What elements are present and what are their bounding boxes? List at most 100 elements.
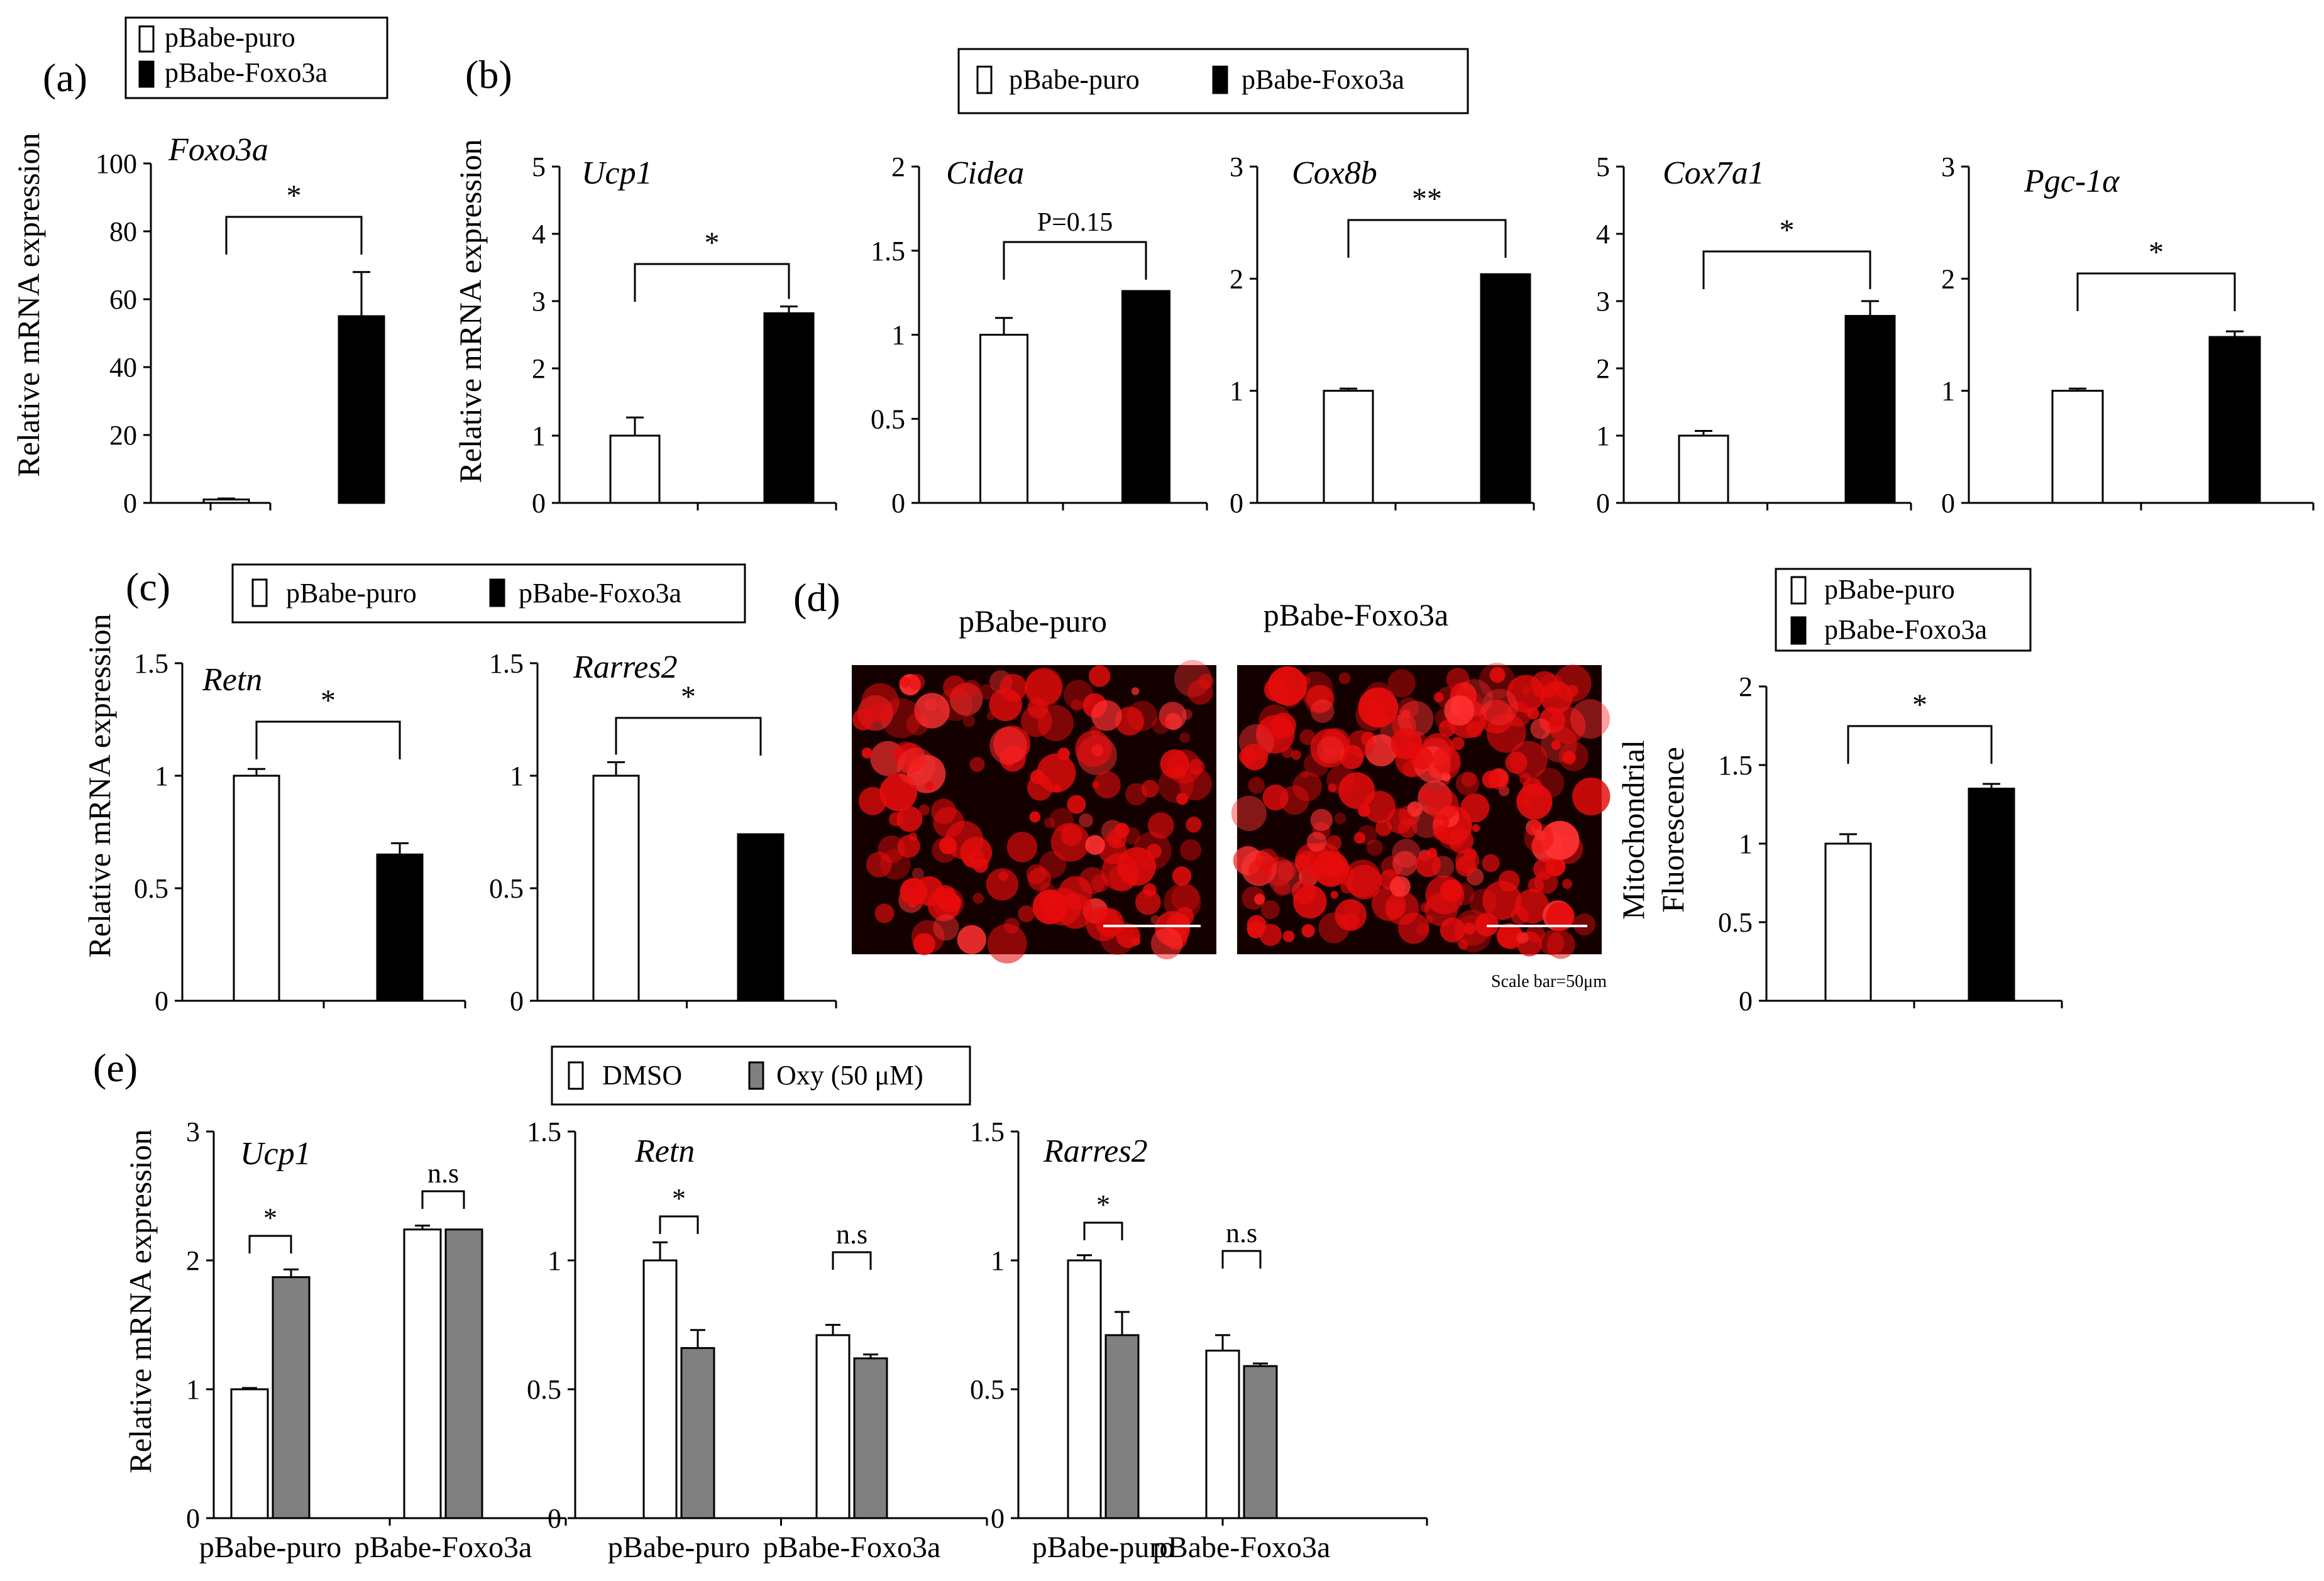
- micro-puro-cell-145: [879, 773, 918, 812]
- micro-foxo-cell-162: [1514, 889, 1550, 924]
- micro-foxo-cell-157: [1262, 785, 1289, 811]
- micro-foxo-cell-102: [1463, 922, 1476, 935]
- b-ucp1-y-tick-label-1: 1: [532, 421, 546, 451]
- micro-foxo-cell-189: [1306, 832, 1327, 852]
- micro-foxo-cell-237: [1433, 825, 1448, 840]
- micro-puro-cell-105: [972, 893, 984, 904]
- panel-label-e: (e): [93, 1045, 138, 1090]
- micro-foxo-cell-228: [1432, 746, 1461, 774]
- b-cox7a1-y-tick-label-4: 4: [1596, 219, 1610, 250]
- b-cox8b-y-tick-label-3: 3: [1230, 151, 1243, 182]
- micro-puro-cell-167: [931, 798, 957, 824]
- e-rarres2-sig-bracket-0: [1083, 1221, 1123, 1240]
- e-ucp1-sig-label-0: *: [263, 1203, 277, 1233]
- micro-foxo-cell-238: [1455, 856, 1477, 877]
- e-ucp1-title: Ucp1: [240, 1136, 311, 1172]
- micro-foxo-cell-124: [1407, 801, 1423, 817]
- e-ucp1-y-tick-label-0: 0: [186, 1503, 200, 1534]
- b-ucp1-sig-bracket-0: [634, 263, 790, 302]
- e-ucp1-sig-bracket-0: [248, 1235, 292, 1253]
- micro-foxo-cell-156: [1440, 917, 1465, 943]
- legend-a-swatch-foxo3a: [138, 60, 155, 88]
- b-cox8b-bar-1: [1480, 273, 1531, 504]
- micro-foxo-cell-32: [1260, 900, 1280, 920]
- b-cidea-sig-label-0: P=0.15: [1037, 208, 1113, 237]
- legend-c-label-puro: pBabe-puro: [286, 578, 417, 609]
- e-rarres2-sig-label-0: *: [1096, 1189, 1110, 1220]
- legend-d-label-foxo3a: pBabe-Foxo3a: [1824, 614, 1987, 645]
- legend-c-swatch-foxo3a: [489, 578, 505, 607]
- micro-foxo-cell-219: [1489, 667, 1506, 683]
- micro-foxo-cell-191: [1397, 697, 1419, 719]
- micro-puro-cell-141: [866, 851, 892, 878]
- e-retn-y-tick-label-3: 1.5: [527, 1116, 561, 1147]
- micro-foxo-cell-204: [1238, 747, 1257, 766]
- d-fluor-bar-1: [1968, 788, 2015, 1002]
- micro-foxo-cell-177: [1270, 712, 1296, 739]
- micro-foxo-cell-180: [1258, 704, 1291, 737]
- micro-foxo-cell-185: [1509, 741, 1548, 779]
- a-foxo3a-bar-0: [202, 499, 250, 504]
- micro-foxo-cell-114: [1460, 793, 1490, 823]
- micro-foxo-cell-175: [1264, 856, 1294, 886]
- micro-puro-cell-149: [861, 683, 900, 721]
- b-ucp1-sig-label-0: *: [705, 226, 720, 260]
- legend-b-swatch-foxo3a: [1212, 65, 1228, 94]
- micro-foxo-cell-217: [1358, 804, 1370, 817]
- e-rarres2-bar-0-0: [1067, 1259, 1102, 1519]
- micro-puro-cell-95: [1179, 768, 1212, 800]
- micro-puro-cell-147: [1038, 882, 1055, 899]
- b-cidea-y-tick-label-0: 0: [891, 488, 905, 519]
- e-rarres2-y-tick-label-1: 0.5: [970, 1374, 1005, 1405]
- micro-puro-cell-91: [899, 676, 910, 688]
- micro-puro-cell-76: [925, 781, 934, 790]
- micro-foxo-cell-207: [1397, 700, 1434, 737]
- a-foxo3a-bar-1: [338, 315, 385, 504]
- b-cox8b-title: Cox8b: [1292, 155, 1377, 191]
- y-label-row3: Relative mRNA expression: [123, 1129, 158, 1473]
- micro-foxo-cell-131: [1438, 720, 1456, 737]
- e-rarres2-y-tick-label-0: 0: [991, 1503, 1005, 1534]
- micro-puro-cell-13: [1006, 832, 1038, 862]
- b-cidea-bar-1: [1121, 290, 1170, 504]
- a-foxo3a-y-tick-label-4: 80: [109, 216, 137, 247]
- legend-a-frame: [124, 16, 388, 99]
- micro-foxo-cell-178: [1304, 685, 1333, 714]
- micro-puro-cell-136: [1171, 764, 1186, 779]
- e-rarres2-y-tick-label-3: 1.5: [970, 1116, 1005, 1147]
- micro-puro-cell-104: [896, 806, 923, 832]
- a-foxo3a-sig-bracket-0: [225, 216, 363, 255]
- b-cox7a1-y-tick-label-3: 3: [1596, 286, 1610, 317]
- c-rarres2-title: Rarres2: [573, 649, 678, 685]
- b-ucp1-y-tick-label-3: 3: [532, 286, 546, 317]
- micro-puro-cell-140: [1028, 868, 1052, 891]
- c-rarres2-sig-bracket-0: [615, 717, 762, 756]
- micro-puro-cell-152: [989, 727, 1027, 764]
- e-retn-bar-0-1: [680, 1347, 715, 1519]
- micro-foxo-cell-86: [1446, 668, 1470, 691]
- b-cox8b-y-tick-label-1: 1: [1230, 376, 1243, 407]
- chart-d-mitochondrial-fluorescence: 0 0.5 1 1.5 2 *: [1718, 671, 2063, 1016]
- c-rarres2-y-tick-label-3: 1.5: [489, 648, 524, 679]
- d-fluor-y-tick-label-1: 0.5: [1718, 907, 1753, 938]
- a-foxo3a-y-tick-label-1: 20: [109, 420, 137, 451]
- micro-puro-cell-17: [1071, 699, 1082, 712]
- c-retn-sig-bracket-0: [255, 720, 401, 759]
- e-rarres2-bar-1-0: [1205, 1350, 1240, 1519]
- legend-d-swatch-puro: [1790, 576, 1807, 605]
- micro-puro-cell-108: [1132, 937, 1140, 946]
- e-retn-y-tick-label-0: 0: [548, 1503, 561, 1534]
- micro-foxo-cell-151: [1540, 681, 1573, 713]
- micro-foxo-cell-79: [1551, 740, 1561, 750]
- b-pgc1a-y-tick-label-3: 3: [1941, 151, 1955, 182]
- b-pgc1a-sig-label-0: *: [2149, 236, 2164, 269]
- micro-foxo-cell-223: [1444, 695, 1475, 726]
- micro-puro-cell-28: [1067, 795, 1086, 814]
- b-cidea-y-tick-label-2: 1: [891, 320, 905, 351]
- micro-puro-cell-162: [1025, 669, 1062, 707]
- micro-puro-cell-107: [1152, 717, 1170, 734]
- micro-puro-cell-138: [979, 684, 994, 700]
- b-cidea-y-tick-label-3: 1.5: [871, 236, 905, 267]
- micrograph-pbabe-foxo3a: [1231, 663, 1611, 959]
